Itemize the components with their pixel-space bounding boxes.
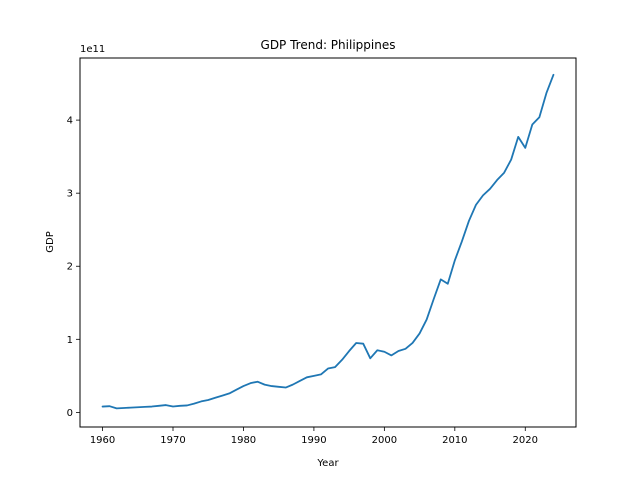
y-tick-label: 4 <box>67 116 73 127</box>
plot-series <box>101 73 555 410</box>
x-tick-label: 2020 <box>513 435 538 446</box>
plot-area-frame <box>79 57 577 428</box>
x-tick-label: 2010 <box>442 435 467 446</box>
x-axis-label: Year <box>316 458 339 469</box>
y-axis-ticks: 0 1 2 3 4 <box>67 116 80 419</box>
y-offset-label: 1e11 <box>80 44 105 55</box>
x-axis-ticks: 1960 1970 1980 1990 2000 2010 2020 <box>90 427 538 446</box>
x-tick-label: 1980 <box>231 435 256 446</box>
x-tick-label: 1960 <box>90 435 115 446</box>
y-tick-label: 1 <box>67 335 73 346</box>
x-tick-label: 1990 <box>301 435 326 446</box>
y-axis-label: GDP <box>45 231 56 252</box>
y-tick-label: 3 <box>67 189 73 200</box>
y-tick-label: 2 <box>67 262 73 273</box>
x-tick-label: 1970 <box>160 435 185 446</box>
x-tick-label: 2000 <box>372 435 397 446</box>
y-tick-label: 0 <box>67 408 73 419</box>
chart-title: GDP Trend: Philippines <box>261 38 396 52</box>
series-line <box>101 73 555 410</box>
